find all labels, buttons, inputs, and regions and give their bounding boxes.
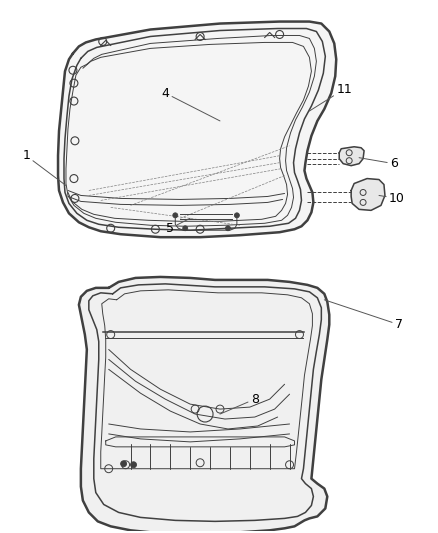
Text: 1: 1 [22,149,66,185]
Circle shape [173,213,178,218]
Text: 7: 7 [324,300,403,331]
Text: 10: 10 [379,192,405,205]
Circle shape [183,226,188,231]
Polygon shape [58,21,336,237]
Text: 8: 8 [220,393,259,414]
Polygon shape [339,147,364,166]
Polygon shape [79,277,329,533]
Text: 5: 5 [166,219,190,235]
Text: 4: 4 [162,86,220,121]
Text: 9: 9 [0,532,1,533]
Polygon shape [351,179,385,211]
Circle shape [131,462,137,468]
Text: 6: 6 [359,157,398,170]
Text: 11: 11 [309,83,352,111]
Circle shape [120,461,127,467]
Circle shape [234,213,240,218]
Circle shape [226,226,230,231]
